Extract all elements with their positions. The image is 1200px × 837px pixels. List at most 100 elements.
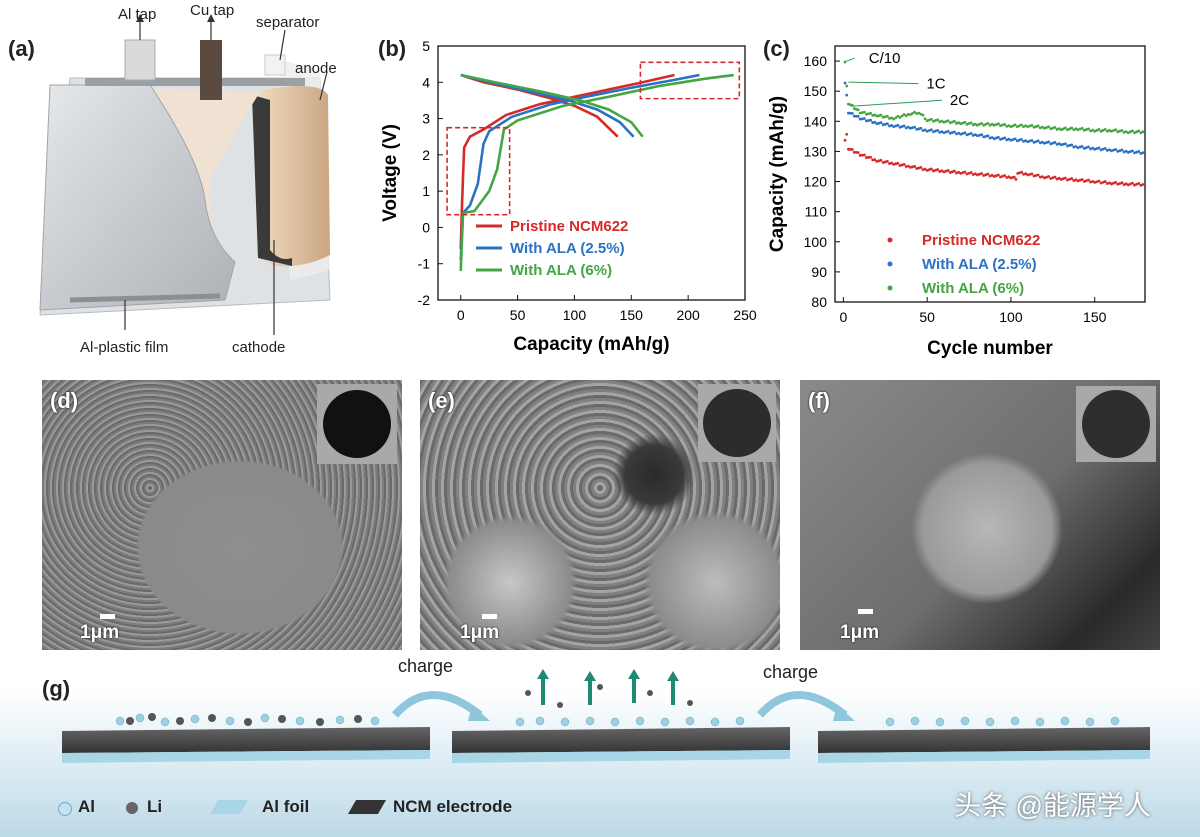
- scale-bar-e: [482, 614, 497, 619]
- data-point: [1133, 183, 1136, 187]
- scale-bar-d: [100, 614, 115, 619]
- data-point: [1061, 142, 1065, 146]
- data-point: [921, 168, 925, 172]
- data-point: [1137, 150, 1141, 153]
- data-point: [1097, 146, 1101, 150]
- scale-text-d: 1μm: [80, 622, 120, 643]
- data-point: [913, 164, 916, 168]
- legend-al-icon: [58, 802, 72, 816]
- data-point: [1137, 129, 1141, 133]
- data-point: [1017, 124, 1021, 128]
- data-point: [1009, 125, 1013, 129]
- data-point: [1091, 128, 1095, 132]
- sem-image-f: (f) 1μm: [800, 380, 1160, 650]
- charge-label-2: charge: [763, 662, 819, 682]
- data-point: [996, 173, 1000, 177]
- data-point: [865, 156, 868, 159]
- data-point: [978, 122, 981, 126]
- data-point: [915, 112, 919, 115]
- scale-bar-f: [858, 609, 873, 614]
- data-point: [1124, 130, 1128, 134]
- y-tick-label-c: 80: [811, 294, 827, 310]
- data-point: [856, 108, 860, 112]
- data-point: [871, 121, 875, 124]
- data-point: [1013, 137, 1017, 141]
- data-point: [1020, 123, 1023, 127]
- x-tick-label-b: 0: [457, 307, 465, 323]
- rate-label: 2C: [950, 92, 969, 109]
- data-point: [986, 172, 990, 176]
- data-point: [904, 165, 908, 169]
- data-point: [919, 166, 923, 169]
- electrode-photo-f: [1076, 386, 1156, 462]
- cathode-label: cathode: [232, 339, 286, 356]
- data-point: [976, 134, 979, 138]
- data-point: [881, 115, 885, 119]
- data-point: [1064, 176, 1067, 180]
- data-point: [1128, 130, 1132, 134]
- legend-marker-c: [887, 237, 893, 243]
- data-point: [1014, 178, 1018, 181]
- data-point: [936, 118, 940, 122]
- data-point: [980, 133, 984, 137]
- data-point: [1137, 182, 1141, 185]
- data-point: [1131, 129, 1134, 133]
- data-point: [906, 112, 910, 116]
- y-tick-label-b: 1: [422, 183, 430, 199]
- al-plastic-film-label: Al-plastic film: [80, 339, 169, 356]
- plot-frame-c: [834, 45, 1146, 303]
- data-point: [957, 121, 960, 125]
- data-point: [1124, 149, 1128, 153]
- data-point: [873, 120, 877, 124]
- data-point: [1022, 125, 1025, 129]
- data-point: [917, 127, 921, 131]
- data-point: [894, 116, 898, 120]
- data-point: [1024, 139, 1028, 143]
- data-point: [982, 123, 986, 127]
- data-point: [1074, 127, 1078, 131]
- data-point: [871, 158, 875, 162]
- data-point: [1128, 182, 1132, 186]
- data-point: [921, 113, 925, 117]
- data-point: [1020, 170, 1024, 174]
- data-point: [963, 170, 967, 174]
- y-axis-label-c: Capacity (mAh/g): [767, 96, 788, 252]
- data-point: [867, 119, 870, 122]
- data-point: [869, 111, 873, 115]
- data-point: [1072, 128, 1076, 132]
- data-point: [869, 155, 873, 159]
- data-point: [1103, 147, 1107, 150]
- data-point: [885, 122, 889, 126]
- data-point: [1070, 177, 1074, 180]
- data-point: [969, 131, 973, 135]
- cycling-performance-chart: 0 50 100 150 80 90 100 110 120 130 140 150 160 Cycle …: [767, 45, 1146, 359]
- series-charge-line: [459, 73, 734, 272]
- rate-arrow: [851, 99, 942, 107]
- legend-label-c: With ALA (6%): [922, 280, 1024, 297]
- data-point: [1114, 147, 1118, 151]
- data-point: [1120, 148, 1124, 152]
- data-point: [1093, 129, 1097, 133]
- data-point: [923, 117, 927, 121]
- al-tap-label: Al tap: [118, 6, 157, 23]
- data-point: [1007, 175, 1011, 179]
- data-point: [871, 114, 875, 117]
- data-point: [1057, 142, 1061, 146]
- data-point: [973, 122, 977, 126]
- data-point: [1107, 148, 1111, 152]
- data-point: [1135, 182, 1139, 186]
- y-tick-label-b: -1: [418, 256, 431, 272]
- x-tick-label-c: 50: [919, 309, 935, 325]
- series-discharge-line: [460, 73, 619, 138]
- data-point: [858, 111, 862, 115]
- data-point: [888, 124, 891, 128]
- plot-frame-b: [437, 45, 746, 301]
- data-point: [915, 127, 919, 131]
- data-point: [919, 112, 923, 116]
- data-point: [990, 173, 994, 177]
- y-tick-label-c: 150: [804, 83, 828, 99]
- y-tick-label-c: 160: [804, 53, 828, 69]
- panel-b-label: (b): [378, 36, 407, 61]
- data-point: [860, 153, 864, 157]
- legend-li-icon: [126, 802, 138, 814]
